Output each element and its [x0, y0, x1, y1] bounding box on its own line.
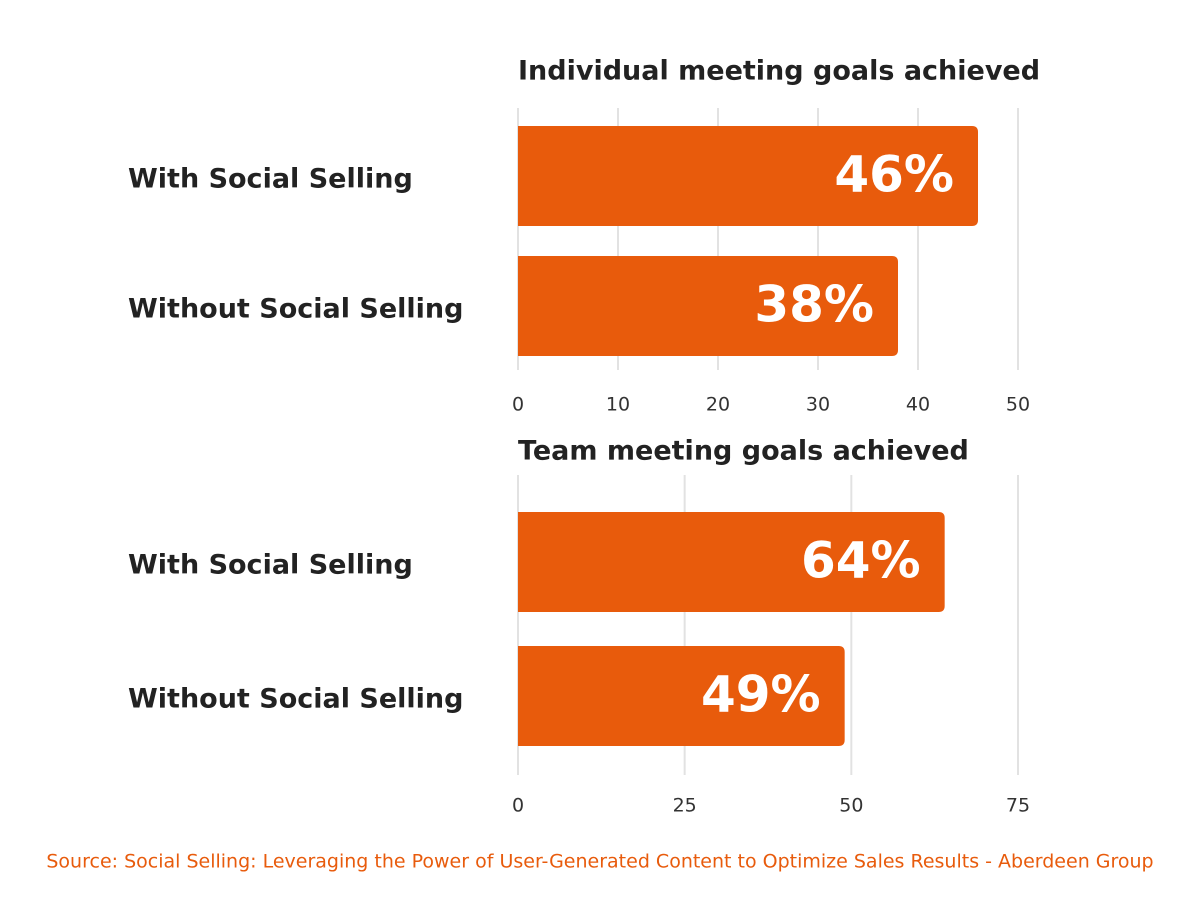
value-label: 38% — [754, 276, 874, 334]
chart-title: Team meeting goals achieved — [518, 436, 969, 467]
bar — [518, 646, 845, 746]
x-tick-label: 0 — [512, 795, 524, 817]
x-tick-label: 0 — [512, 394, 524, 416]
category-label: With Social Selling — [128, 550, 413, 581]
x-tick-label: 25 — [673, 795, 697, 817]
x-tick-label: 75 — [1006, 795, 1030, 817]
x-tick-label: 50 — [1006, 394, 1030, 416]
category-label: Without Social Selling — [128, 294, 463, 325]
x-tick-label: 20 — [706, 394, 730, 416]
x-tick-label: 30 — [806, 394, 830, 416]
category-label: With Social Selling — [128, 164, 413, 195]
x-tick-label: 40 — [906, 394, 930, 416]
bar — [518, 256, 898, 356]
category-label: Without Social Selling — [128, 684, 463, 715]
value-label: 64% — [801, 532, 921, 590]
chart-title: Individual meeting goals achieved — [518, 56, 1040, 87]
value-label: 46% — [834, 146, 954, 204]
bar — [518, 512, 945, 612]
source: Source: Social Selling: Leveraging the P… — [46, 851, 1153, 873]
value-label: 49% — [701, 666, 821, 724]
bar — [518, 126, 978, 226]
x-tick-label: 10 — [606, 394, 630, 416]
x-tick-label: 50 — [839, 795, 863, 817]
